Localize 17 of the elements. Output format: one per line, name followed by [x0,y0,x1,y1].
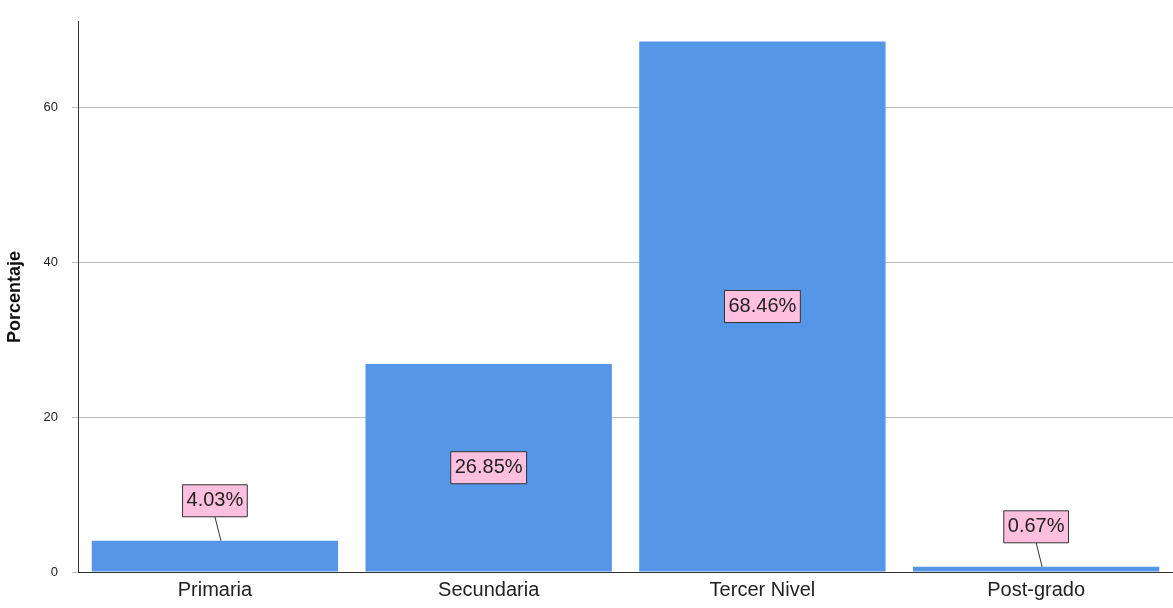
data-label: 0.67% [1007,514,1065,537]
x-tick-label: Post-grado [987,577,1086,600]
bar [365,363,612,572]
data-label: 68.46% [728,294,797,317]
data-label: 4.03% [186,488,244,511]
bar [91,540,339,572]
bar [639,41,886,572]
y-tick-label: 60 [43,98,59,114]
data-label: 26.85% [454,455,523,478]
bar [912,566,1160,572]
x-tick-label: Primaria [177,577,254,600]
y-tick-label: 40 [43,253,59,269]
y-tick-label: 0 [50,563,59,579]
x-tick-label: Secundaria [438,577,541,600]
y-axis-title: Porcentaje [3,250,24,343]
y-tick-label: 20 [43,408,59,424]
x-tick-label: Tercer Nivel [709,577,816,600]
